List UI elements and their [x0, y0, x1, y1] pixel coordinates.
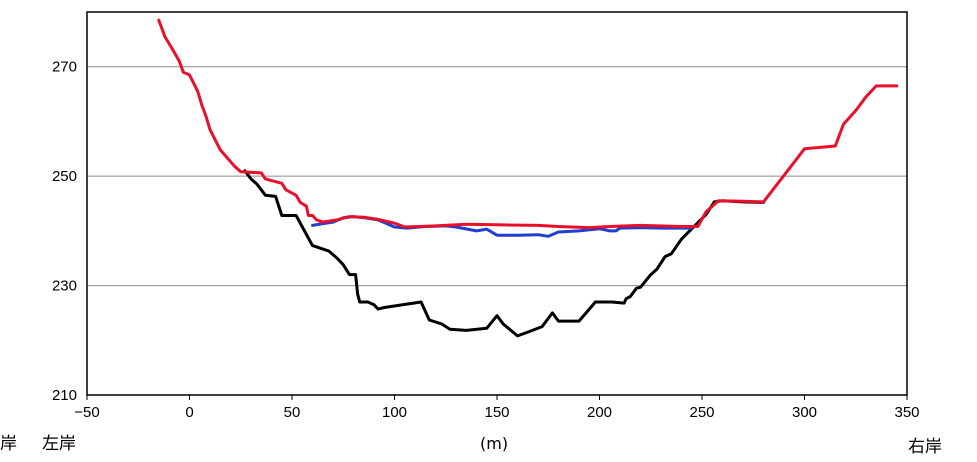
y-tick-label: 210 — [52, 387, 77, 404]
x-tick-label: 100 — [382, 404, 407, 421]
x-axis-ticks: −50 0 50 100 150 200 250 300 350 — [74, 395, 920, 421]
x-tick-label: 0 — [185, 404, 193, 421]
series-line-1 — [243, 169, 765, 338]
y-tick-label: 230 — [52, 278, 77, 295]
left-bank-label: 左岸 — [42, 434, 76, 454]
x-tick-label: −50 — [74, 404, 99, 421]
series-lines — [157, 18, 899, 338]
edge-bank-label: 岸 — [0, 434, 17, 454]
y-tick-label: 270 — [52, 59, 77, 76]
x-tick-label: 150 — [484, 404, 509, 421]
x-tick-label: 350 — [894, 404, 919, 421]
y-axis-ticks: 210 230 250 270 — [52, 59, 77, 404]
x-tick-label: 200 — [587, 404, 612, 421]
series-line-3 — [157, 18, 899, 230]
right-bank-label: 右岸 — [908, 437, 942, 457]
y-tick-label: 250 — [52, 168, 77, 185]
plot-area — [86, 11, 908, 396]
x-tick-label: 300 — [792, 404, 817, 421]
x-tick-label: 50 — [284, 404, 301, 421]
x-axis-label: (m) — [480, 434, 509, 453]
grid-lines — [87, 66, 907, 287]
x-tick-label: 250 — [689, 404, 714, 421]
